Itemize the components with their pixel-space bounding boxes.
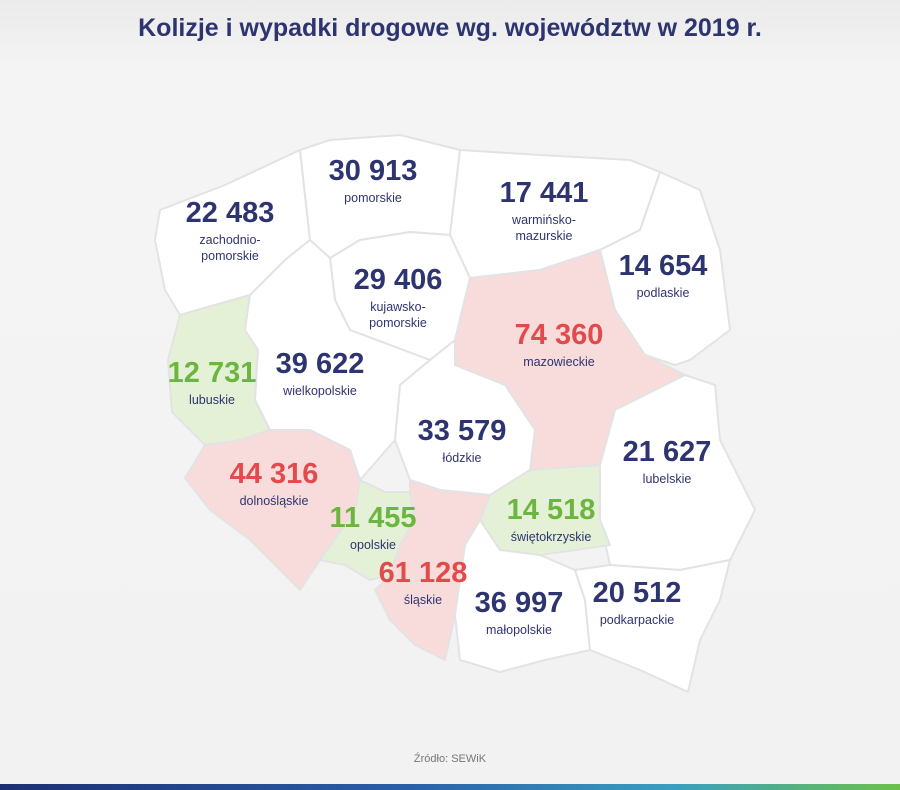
label-lubelskie: 21 627 lubelskie [623, 436, 712, 487]
value-pomorskie: 30 913 [328, 155, 418, 187]
name-lubelskie: lubelskie [642, 472, 692, 486]
name-zachodniopomorskie-1: zachodnio- [199, 233, 261, 247]
value-slaskie: 61 128 [378, 557, 468, 589]
name-pomorskie: pomorskie [344, 191, 402, 205]
label-wielkopolskie: 39 622 wielkopolskie [276, 348, 365, 399]
label-pomorskie: 30 913 pomorskie [329, 155, 418, 206]
label-podlaskie: 14 654 podlaskie [619, 250, 708, 301]
region-podkarpackie [574, 559, 731, 693]
label-malopolskie: 36 997 małopolskie [475, 587, 564, 638]
label-lodzkie: 33 579 łódzkie [418, 415, 507, 466]
name-wielkopolskie: wielkopolskie [283, 384, 357, 398]
value-lubelskie: 21 627 [622, 436, 712, 468]
name-podkarpackie: podkarpackie [599, 613, 675, 627]
label-kujawsko-pomorskie: 29 406 kujawsko- pomorskie [354, 264, 443, 331]
region-slaskie [374, 479, 491, 661]
value-dolnoslaskie: 44 316 [229, 458, 319, 490]
name-lodzkie: łódzkie [442, 451, 482, 465]
bottom-gradient-bar [0, 784, 900, 790]
value-kujawsko-pomorskie: 29 406 [353, 264, 443, 296]
label-dolnoslaskie: 44 316 dolnośląskie [230, 458, 319, 509]
label-lubuskie: 12 731 lubuskie [168, 357, 257, 408]
name-warminsko-mazurskie-2: mazurskie [515, 229, 573, 243]
label-podkarpackie: 20 512 podkarpackie [593, 577, 682, 628]
value-malopolskie: 36 997 [474, 587, 564, 619]
value-podkarpackie: 20 512 [592, 577, 682, 609]
name-warminsko-mazurskie-1: warmińsko- [512, 213, 576, 227]
value-opolskie: 11 455 [329, 502, 417, 534]
value-lodzkie: 33 579 [417, 415, 507, 447]
name-slaskie: śląskie [403, 593, 443, 607]
label-opolskie: 11 455 opolskie [329, 502, 416, 553]
value-mazowieckie: 74 360 [514, 319, 604, 351]
label-zachodniopomorskie: 22 483 zachodnio- pomorskie [186, 197, 275, 264]
label-warminsko-mazurskie: 17 441 warmińsko- mazurskie [500, 177, 589, 244]
value-podlaskie: 14 654 [618, 250, 708, 282]
label-slaskie: 61 128 śląskie [379, 557, 468, 608]
value-lubuskie: 12 731 [167, 357, 257, 389]
name-swietokrzyskie: świętokrzyskie [510, 530, 592, 544]
name-kujawsko-pomorskie-1: kujawsko- [370, 300, 426, 314]
name-zachodniopomorskie-2: pomorskie [201, 249, 259, 263]
value-wielkopolskie: 39 622 [275, 348, 365, 380]
map-title: Kolizje i wypadki drogowe wg. województw… [138, 14, 762, 42]
name-opolskie: opolskie [350, 538, 396, 552]
label-swietokrzyskie: 14 518 świętokrzyskie [507, 494, 596, 545]
name-dolnoslaskie: dolnośląskie [239, 494, 309, 508]
name-podlaskie: podlaskie [636, 286, 690, 300]
name-lubuskie: lubuskie [189, 393, 235, 407]
value-swietokrzyskie: 14 518 [506, 494, 596, 526]
name-malopolskie: małopolskie [485, 623, 553, 637]
name-kujawsko-pomorskie-2: pomorskie [369, 316, 427, 330]
value-zachodniopomorskie: 22 483 [185, 197, 275, 229]
name-mazowieckie: mazowieckie [523, 355, 595, 369]
value-warminsko-mazurskie: 17 441 [499, 177, 589, 209]
source-note: Źródło: SEWiK [413, 753, 487, 765]
label-mazowieckie: 74 360 mazowieckie [515, 319, 604, 370]
